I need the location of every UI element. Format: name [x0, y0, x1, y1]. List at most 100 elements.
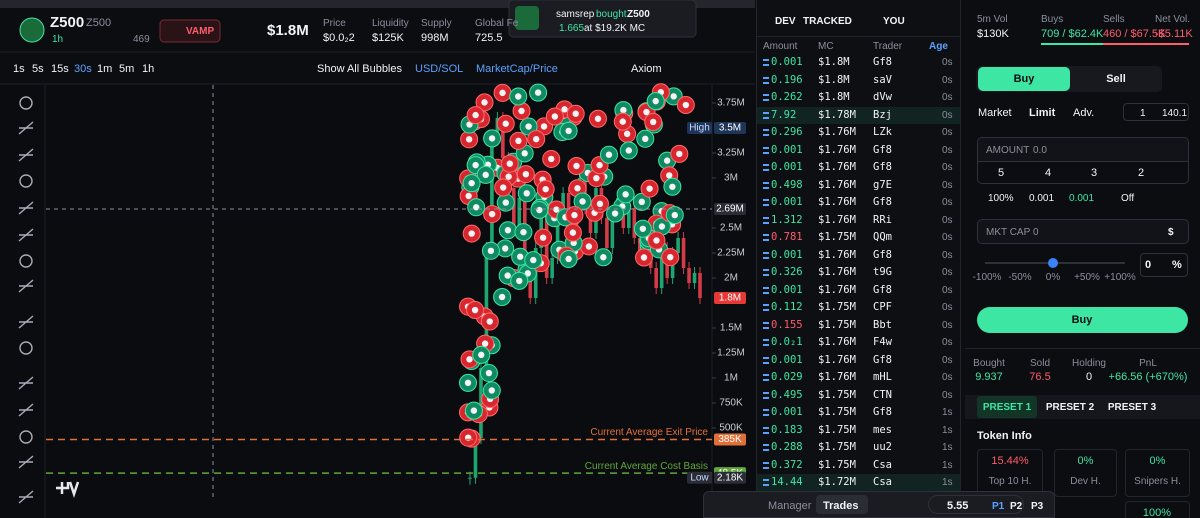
interval-button[interactable]: 1h	[142, 63, 155, 75]
interval-button[interactable]: 1m	[97, 63, 113, 75]
trades-filter[interactable]: DEV	[775, 16, 796, 27]
trade-bubble-icon	[481, 340, 489, 347]
trade-age: 0s	[942, 74, 953, 86]
percent-input[interactable]	[1140, 253, 1188, 277]
trader[interactable]: t9G	[873, 266, 892, 278]
interval-button[interactable]: 15s	[51, 63, 69, 75]
tool-icon	[18, 148, 34, 162]
percent-step: -100%	[972, 272, 1002, 283]
trade-bubble-icon	[658, 223, 666, 230]
trade-bubble-icon	[499, 184, 507, 191]
quick-amount[interactable]: 4	[1044, 167, 1052, 179]
sol-icon	[763, 356, 769, 364]
submit-button[interactable]	[977, 307, 1188, 333]
quick-amount[interactable]: 3	[1090, 167, 1098, 179]
trade-bubble-icon	[488, 210, 496, 218]
bubbles-toggle[interactable]: Show All Bubbles	[317, 63, 402, 75]
trader[interactable]: QQm	[873, 231, 892, 243]
wallet-select[interactable]	[1123, 103, 1189, 121]
layout-select[interactable]: Axiom	[631, 63, 662, 75]
interval-button[interactable]: 5m	[119, 63, 135, 75]
trade-age: 1s	[942, 459, 953, 471]
trade-amount: 0.0₂1	[771, 336, 803, 348]
manager-tab[interactable]: Manager	[768, 500, 812, 512]
preset-tab[interactable]: PRESET 2	[1045, 402, 1095, 413]
trader[interactable]: Gf8	[873, 248, 892, 261]
trader[interactable]: uu2	[873, 441, 892, 453]
mcap-unit: $	[1168, 227, 1174, 238]
quick-amount[interactable]: 5	[997, 167, 1005, 179]
preset-switch[interactable]: P1	[992, 501, 1005, 512]
interval-button[interactable]: 5s	[32, 63, 44, 75]
trader[interactable]: Csa	[873, 476, 892, 488]
trader[interactable]: RRi	[873, 213, 892, 226]
trader[interactable]: mes	[873, 423, 892, 436]
trader[interactable]: Gf8	[873, 56, 892, 68]
trader[interactable]: Gf8	[873, 283, 892, 296]
submit-label[interactable]: Buy	[1071, 314, 1093, 326]
trade-age: 0s	[942, 389, 953, 401]
trade-bubble-icon	[485, 369, 493, 377]
token-icon[interactable]	[19, 17, 45, 43]
trade-amount: 0.001	[771, 248, 803, 261]
trades-tab[interactable]	[816, 495, 868, 514]
tool-icon	[19, 341, 33, 355]
volume-value: $130K	[977, 28, 1009, 40]
buy-tab[interactable]	[978, 67, 1070, 91]
trader[interactable]: CTN	[873, 388, 892, 401]
trader[interactable]: saV	[873, 73, 892, 86]
interval-button[interactable]: 30s	[74, 63, 92, 75]
trades-filter[interactable]: YOU	[883, 16, 905, 27]
trader[interactable]: Gf8	[873, 161, 892, 173]
trader[interactable]: LZk	[873, 126, 892, 138]
preset-switch[interactable]: P2	[1010, 501, 1023, 512]
trader[interactable]: CPF	[873, 301, 892, 313]
candle	[627, 208, 631, 228]
trader[interactable]: Gf8	[873, 143, 892, 156]
order-mode[interactable]: Limit	[1029, 107, 1056, 119]
trader[interactable]: mHL	[873, 371, 892, 383]
trades-tab-label[interactable]: Trades	[823, 500, 859, 512]
preset-active[interactable]	[977, 396, 1037, 418]
priority-fee: 0.001	[1029, 193, 1055, 204]
trade-bubble-icon	[579, 198, 586, 205]
info-card	[1125, 501, 1190, 518]
quick-amount[interactable]: 2	[1137, 167, 1145, 179]
trader[interactable]: F4w	[873, 336, 892, 348]
preset-tab[interactable]: PRESET 1	[982, 402, 1032, 413]
trader[interactable]: Bbt	[873, 318, 892, 331]
sol-icon	[763, 444, 769, 451]
sol-icon	[763, 426, 769, 434]
trader[interactable]: Bzj	[873, 108, 892, 121]
trade-mc: $1.8M	[818, 56, 850, 68]
preset-switch[interactable]: P3	[1031, 501, 1044, 512]
trades-filter[interactable]: TRACKED	[803, 16, 852, 27]
trade-amount: 0.001	[771, 406, 803, 418]
vamp-button[interactable]	[159, 19, 221, 43]
currency-toggle[interactable]: USD/SOL	[415, 63, 464, 75]
trade-bubble-icon	[642, 135, 649, 143]
sol-icon	[763, 76, 769, 84]
trader[interactable]: Csa	[873, 458, 892, 471]
mcap-label: MKT CAP	[986, 227, 1031, 238]
interval-button[interactable]: 1s	[13, 63, 25, 75]
volume-value: 709 / $62.4K	[1041, 28, 1104, 40]
trader[interactable]: Gf8	[873, 406, 892, 418]
sell-tab-label[interactable]: Sell	[1106, 73, 1126, 85]
order-mode[interactable]: Market	[978, 107, 1012, 119]
preset-tab[interactable]: PRESET 3	[1107, 402, 1157, 413]
mcap-input[interactable]	[977, 219, 1189, 244]
order-mode[interactable]: Adv.	[1073, 107, 1095, 119]
view-toggle[interactable]: MarketCap/Price	[476, 63, 558, 75]
amount-input[interactable]	[977, 137, 1189, 162]
trader[interactable]: dVw	[873, 91, 892, 103]
trade-bubble-icon	[561, 106, 568, 113]
trader[interactable]: Gf8	[873, 353, 892, 366]
candle	[550, 258, 554, 278]
vamp-label[interactable]: VAMP	[186, 26, 215, 37]
trader[interactable]: Gf8	[873, 196, 892, 208]
buy-tab-label[interactable]: Buy	[1013, 73, 1035, 85]
slider-thumb[interactable]	[1048, 258, 1058, 268]
trader[interactable]: g7E	[873, 178, 892, 191]
price-marker-label: 385K	[718, 434, 742, 445]
